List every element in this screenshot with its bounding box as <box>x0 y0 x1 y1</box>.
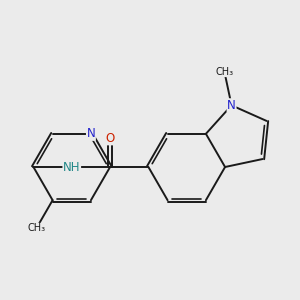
Text: CH₃: CH₃ <box>215 67 233 76</box>
Text: O: O <box>106 132 115 145</box>
Text: NH: NH <box>63 160 80 173</box>
Text: N: N <box>87 127 95 140</box>
Text: CH₃: CH₃ <box>27 224 45 233</box>
Text: N: N <box>227 99 236 112</box>
